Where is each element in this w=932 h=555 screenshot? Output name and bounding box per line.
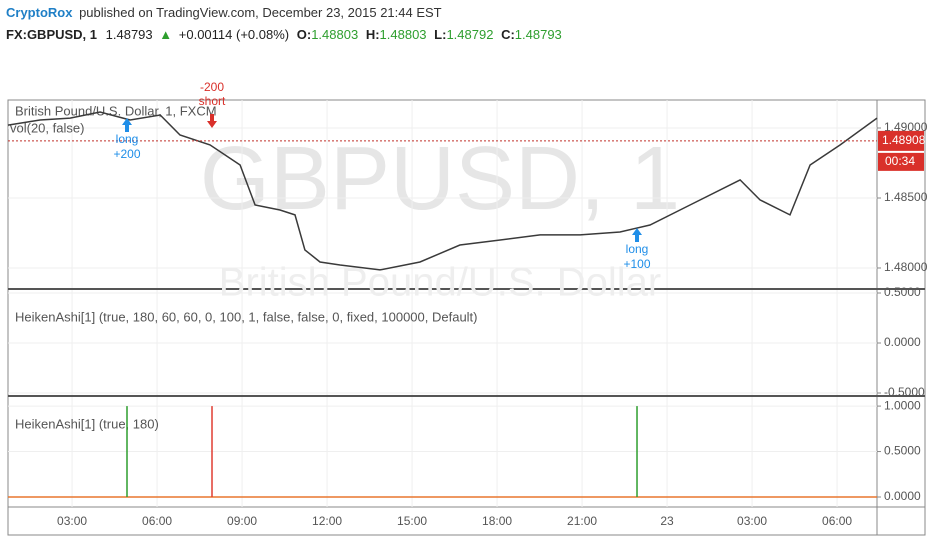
signal-label: long xyxy=(116,132,139,146)
ohlc-value: 1.48793 xyxy=(515,27,562,42)
x-tick-label: 06:00 xyxy=(142,514,172,528)
y-tick-label: 0.5000 xyxy=(884,444,921,458)
author[interactable]: CryptoRox xyxy=(6,5,73,20)
chart-frame xyxy=(7,99,926,536)
y-tick-label: 0.0000 xyxy=(884,335,921,349)
x-tick-label: 15:00 xyxy=(397,514,427,528)
y-tick-label: 0.5000 xyxy=(884,285,921,299)
pane-title: British Pound/U.S. Dollar, 1, FXCM xyxy=(15,103,217,118)
x-tick-label: 09:00 xyxy=(227,514,257,528)
pane-title: HeikenAshi[1] (true, 180, 60, 60, 0, 100… xyxy=(15,309,478,324)
signal-arrow xyxy=(632,228,643,242)
published: published on TradingView.com, December 2… xyxy=(79,5,442,20)
ohlc-label: L: xyxy=(434,27,446,42)
price-line xyxy=(7,111,878,271)
last-price-label: 1.48908 xyxy=(882,133,926,147)
signal-label: +100 xyxy=(623,257,650,271)
arrow: ▲ xyxy=(159,27,172,42)
y-tick-label: 1.48500 xyxy=(884,190,928,204)
watermark: GBPUSD, 1 xyxy=(200,129,680,229)
x-tick-label: 21:00 xyxy=(567,514,597,528)
pane-title: HeikenAshi[1] (true, 180) xyxy=(15,416,159,431)
x-tick-label: 23 xyxy=(660,514,674,528)
x-tick-label: 03:00 xyxy=(57,514,87,528)
y-tick-label: 1.0000 xyxy=(884,398,921,412)
signal-arrow xyxy=(207,114,218,128)
y-tick-label: 1.48000 xyxy=(884,260,928,274)
y-tick-label: 0.0000 xyxy=(884,489,921,503)
x-tick-label: 06:00 xyxy=(822,514,852,528)
signal-label: -200 xyxy=(200,80,224,94)
last: 1.48793 xyxy=(106,27,153,42)
quote-line: FX:GBPUSD, 1 1.48793 ▲ +0.00114 (+0.08%)… xyxy=(6,27,562,42)
signal-label: long xyxy=(626,242,649,256)
ohlc-label: C: xyxy=(501,27,515,42)
symbol: FX:GBPUSD, 1 xyxy=(6,27,97,42)
signal-label: +200 xyxy=(113,147,140,161)
ohlc-value: 1.48803 xyxy=(311,27,358,42)
ohlc-label: O: xyxy=(297,27,311,42)
x-tick-label: 12:00 xyxy=(312,514,342,528)
signal-label: short xyxy=(199,94,226,108)
ohlc-label: H: xyxy=(366,27,380,42)
change: +0.00114 (+0.08%) xyxy=(179,27,289,42)
y-tick-label: 1.49000 xyxy=(884,120,928,134)
last-price-box xyxy=(878,130,924,151)
ohlc-value: 1.48792 xyxy=(446,27,493,42)
countdown-box xyxy=(878,152,924,171)
x-tick-label: 18:00 xyxy=(482,514,512,528)
countdown: 00:34 xyxy=(885,154,915,168)
y-tick-label: -0.5000 xyxy=(884,385,925,399)
header-line: CryptoRox published on TradingView.com, … xyxy=(6,5,442,20)
watermark-sub: British Pound/U.S. Dollar xyxy=(219,261,661,305)
x-tick-label: 03:00 xyxy=(737,514,767,528)
ohlc-value: 1.48803 xyxy=(380,27,427,42)
signal-arrow xyxy=(122,118,133,132)
indicator-label: vol(20, false) xyxy=(10,120,84,135)
